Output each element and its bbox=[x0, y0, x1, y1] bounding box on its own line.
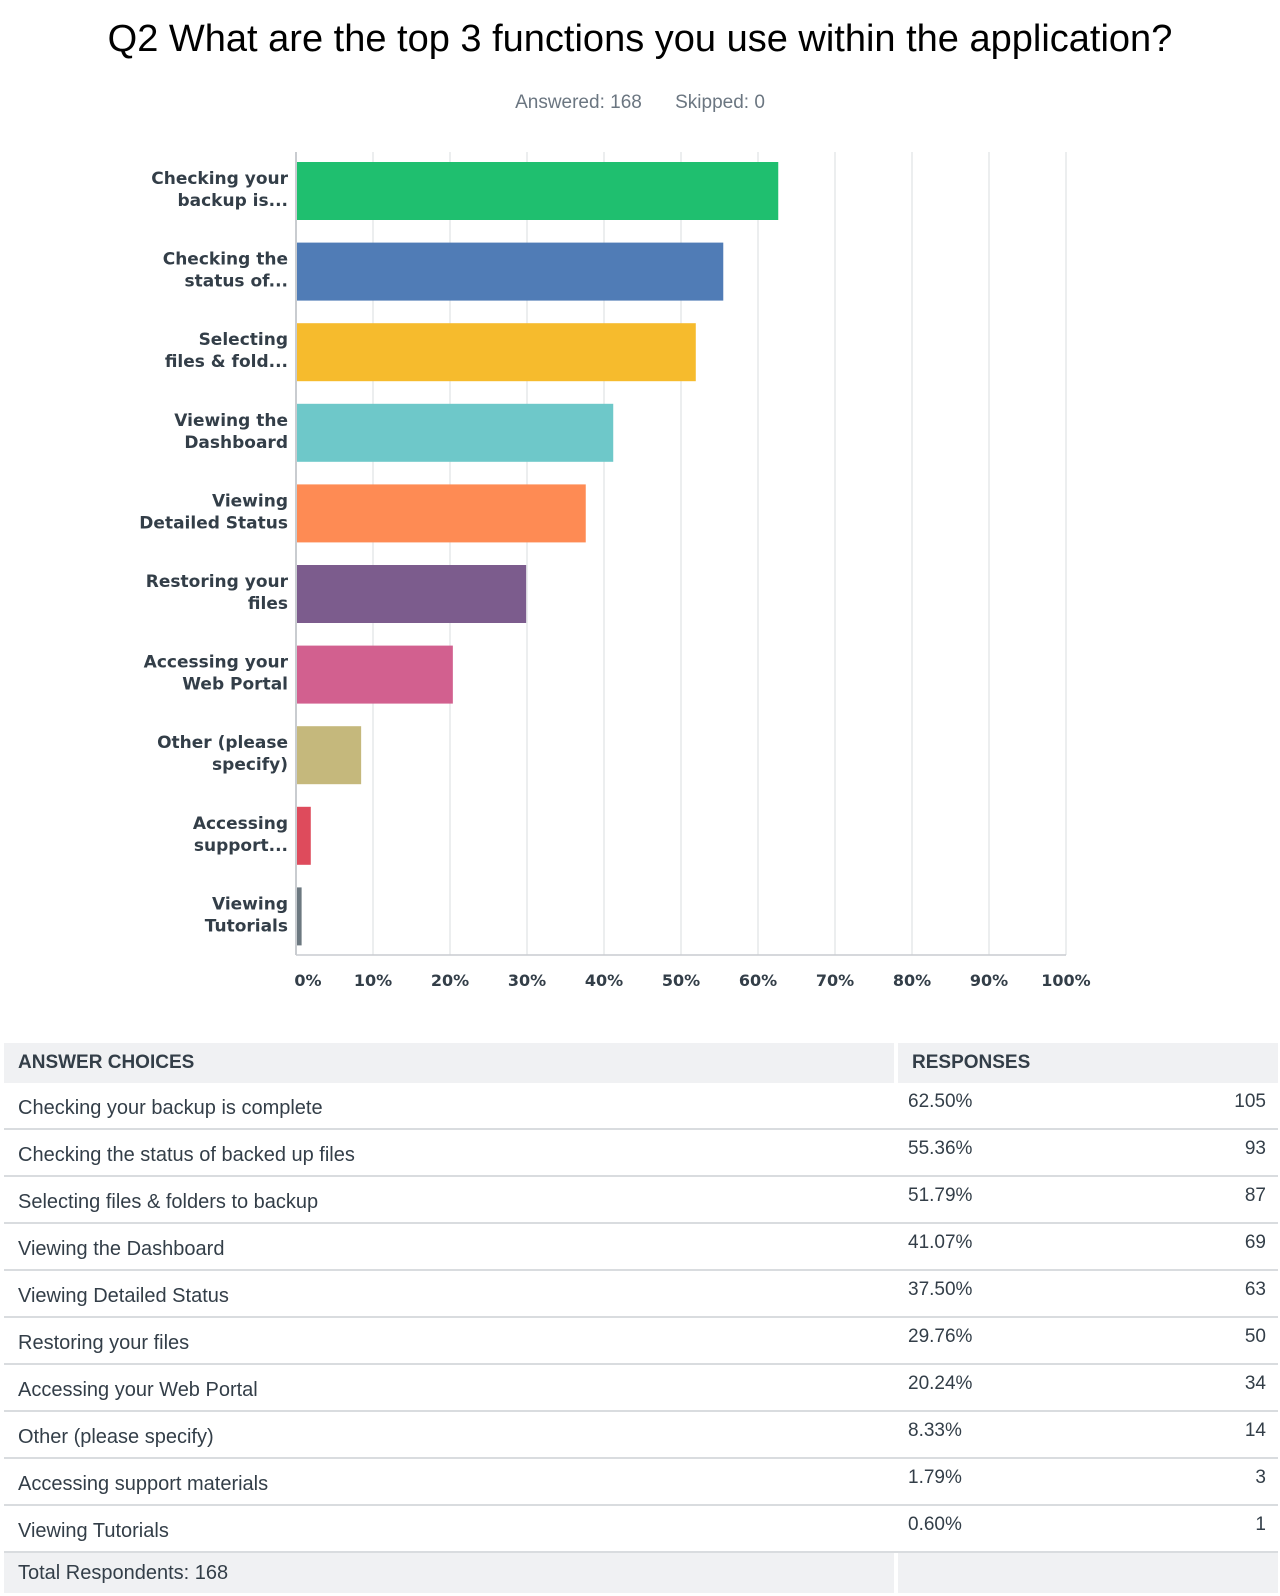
chart-tick-labels: 0% 10% 20% 30% 40% 50% 60% 70% 80% 90% 100% bbox=[294, 971, 1090, 990]
table-row: Checking the status of backed up files 55… bbox=[4, 1130, 1278, 1177]
category-label: Checking the status of... bbox=[163, 250, 288, 292]
table-row: Accessing your Web Portal 20.24% 34 bbox=[4, 1365, 1278, 1412]
category-label: Checking your backup is... bbox=[151, 169, 288, 211]
response-count-cell: 105 bbox=[1234, 1091, 1266, 1112]
category-label: Accessing support... bbox=[193, 814, 288, 856]
response-summary: Answered: 168 Skipped: 0 bbox=[0, 92, 1280, 114]
category-label: Selecting files & fold... bbox=[165, 330, 288, 372]
answer-choice-cell: Viewing the Dashboard bbox=[18, 1238, 225, 1260]
category-label: Accessing your Web Portal bbox=[144, 653, 289, 695]
category-label: Viewing the Dashboard bbox=[174, 411, 288, 453]
answer-choice-cell: Viewing Detailed Status bbox=[18, 1285, 229, 1307]
table-row: Viewing Detailed Status 37.50% 63 bbox=[4, 1271, 1278, 1318]
question-title: Q2 What are the top 3 functions you use … bbox=[107, 18, 1173, 60]
bar bbox=[297, 565, 527, 623]
x-tick-label: 30% bbox=[508, 971, 546, 990]
response-count-cell: 14 bbox=[1244, 1420, 1266, 1441]
chart-grid bbox=[295, 152, 1067, 956]
bar bbox=[297, 242, 724, 301]
table-row: Checking your backup is complete 62.50% 10… bbox=[4, 1083, 1278, 1130]
bar bbox=[297, 887, 302, 946]
answer-choices-header: ANSWER CHOICES bbox=[4, 1043, 894, 1083]
response-percent-cell: 20.24% bbox=[908, 1373, 973, 1394]
table-footer: Total Respondents: 168 bbox=[4, 1553, 1278, 1593]
table-row: Other (please specify) 8.33% 14 bbox=[4, 1412, 1278, 1459]
x-tick-label: 60% bbox=[739, 971, 777, 990]
answer-choice-cell: Viewing Tutorials bbox=[18, 1520, 169, 1542]
category-label: Other (please specify) bbox=[157, 733, 288, 775]
response-percent-cell: 37.50% bbox=[908, 1279, 973, 1300]
response-percent-cell: 55.36% bbox=[908, 1138, 973, 1159]
response-count-cell: 34 bbox=[1244, 1373, 1266, 1394]
table-footer-blank bbox=[898, 1553, 1278, 1593]
answer-choice-cell: Selecting files & folders to backup bbox=[18, 1191, 319, 1213]
x-tick-label: 40% bbox=[585, 971, 623, 990]
table-row: Viewing the Dashboard 41.07% 69 bbox=[4, 1224, 1278, 1271]
chart-category-labels: Checking your backup is... Checking the sta… bbox=[139, 169, 288, 936]
bar bbox=[297, 645, 453, 704]
table-row: Selecting files & folders to backup 51.79… bbox=[4, 1177, 1278, 1224]
response-percent-cell: 0.60% bbox=[908, 1514, 962, 1535]
table-row: Accessing support materials 1.79% 3 bbox=[4, 1459, 1278, 1506]
x-tick-label: 50% bbox=[662, 971, 700, 990]
table-header: ANSWER CHOICES RESPONSES bbox=[4, 1043, 1278, 1083]
skipped-count: Skipped: 0 bbox=[675, 92, 765, 113]
chart-bars bbox=[297, 162, 779, 946]
responses-table: ANSWER CHOICES RESPONSES Checking your b… bbox=[4, 1043, 1278, 1593]
x-tick-label: 20% bbox=[431, 971, 469, 990]
bar bbox=[297, 726, 362, 785]
total-respondents: Total Respondents: 168 bbox=[4, 1553, 894, 1593]
response-count-cell: 1 bbox=[1255, 1514, 1266, 1535]
response-count-cell: 50 bbox=[1244, 1326, 1266, 1347]
response-percent-cell: 41.07% bbox=[908, 1232, 973, 1253]
bar bbox=[297, 806, 311, 865]
bar bbox=[297, 323, 696, 382]
x-tick-label: 100% bbox=[1041, 971, 1090, 990]
x-tick-label: 0% bbox=[294, 971, 321, 990]
category-label: Viewing Tutorials bbox=[205, 894, 288, 936]
responses-header: RESPONSES bbox=[898, 1043, 1278, 1083]
x-tick-label: 10% bbox=[354, 971, 392, 990]
bar bbox=[297, 403, 614, 462]
category-label: Viewing Detailed Status bbox=[139, 491, 288, 533]
response-percent-cell: 62.50% bbox=[908, 1091, 973, 1112]
x-tick-label: 80% bbox=[893, 971, 931, 990]
answer-choice-cell: Restoring your files bbox=[18, 1332, 190, 1354]
x-tick-label: 90% bbox=[970, 971, 1008, 990]
category-label: Restoring your files bbox=[146, 572, 289, 614]
response-count-cell: 69 bbox=[1244, 1232, 1266, 1253]
bar-chart: Checking your backup is... Checking the sta… bbox=[139, 152, 1091, 990]
response-percent-cell: 8.33% bbox=[908, 1420, 962, 1441]
answer-choice-cell: Accessing your Web Portal bbox=[18, 1379, 258, 1401]
bar bbox=[297, 162, 779, 220]
response-count-cell: 93 bbox=[1244, 1138, 1266, 1159]
response-count-cell: 63 bbox=[1244, 1279, 1266, 1300]
response-count-cell: 87 bbox=[1244, 1185, 1266, 1206]
table-body: Checking your backup is complete 62.50% 10… bbox=[4, 1083, 1278, 1553]
answer-choice-cell: Accessing support materials bbox=[18, 1473, 269, 1495]
answered-count: Answered: 168 bbox=[515, 92, 642, 113]
response-percent-cell: 29.76% bbox=[908, 1326, 973, 1347]
answer-choice-cell: Checking your backup is complete bbox=[18, 1097, 323, 1119]
x-tick-label: 70% bbox=[816, 971, 854, 990]
table-row: Restoring your files 29.76% 50 bbox=[4, 1318, 1278, 1365]
answer-choice-cell: Checking the status of backed up files bbox=[18, 1144, 355, 1166]
answer-choice-cell: Other (please specify) bbox=[18, 1426, 214, 1448]
response-percent-cell: 1.79% bbox=[908, 1467, 962, 1488]
response-percent-cell: 51.79% bbox=[908, 1185, 973, 1206]
bar bbox=[297, 484, 586, 543]
response-count-cell: 3 bbox=[1255, 1467, 1266, 1488]
table-row: Viewing Tutorials 0.60% 1 bbox=[4, 1506, 1278, 1553]
